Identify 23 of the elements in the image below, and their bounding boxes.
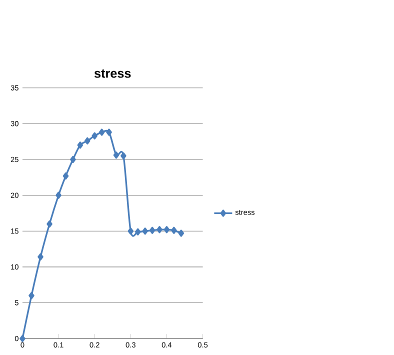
chart-title: stress <box>94 69 131 78</box>
point <box>134 228 141 236</box>
point <box>62 172 69 180</box>
point <box>156 226 162 234</box>
point <box>128 228 134 235</box>
point <box>56 192 62 199</box>
point <box>20 334 26 342</box>
point <box>77 142 84 149</box>
point <box>70 156 76 164</box>
point <box>178 230 184 237</box>
point <box>84 137 90 144</box>
point <box>171 226 177 234</box>
point <box>164 226 170 234</box>
point <box>98 128 105 136</box>
point <box>120 152 126 160</box>
point <box>46 220 52 228</box>
point <box>113 152 120 159</box>
point <box>92 132 98 140</box>
point <box>106 128 112 136</box>
point <box>142 228 148 235</box>
point <box>28 292 34 300</box>
point <box>38 253 44 260</box>
point <box>149 226 156 234</box>
